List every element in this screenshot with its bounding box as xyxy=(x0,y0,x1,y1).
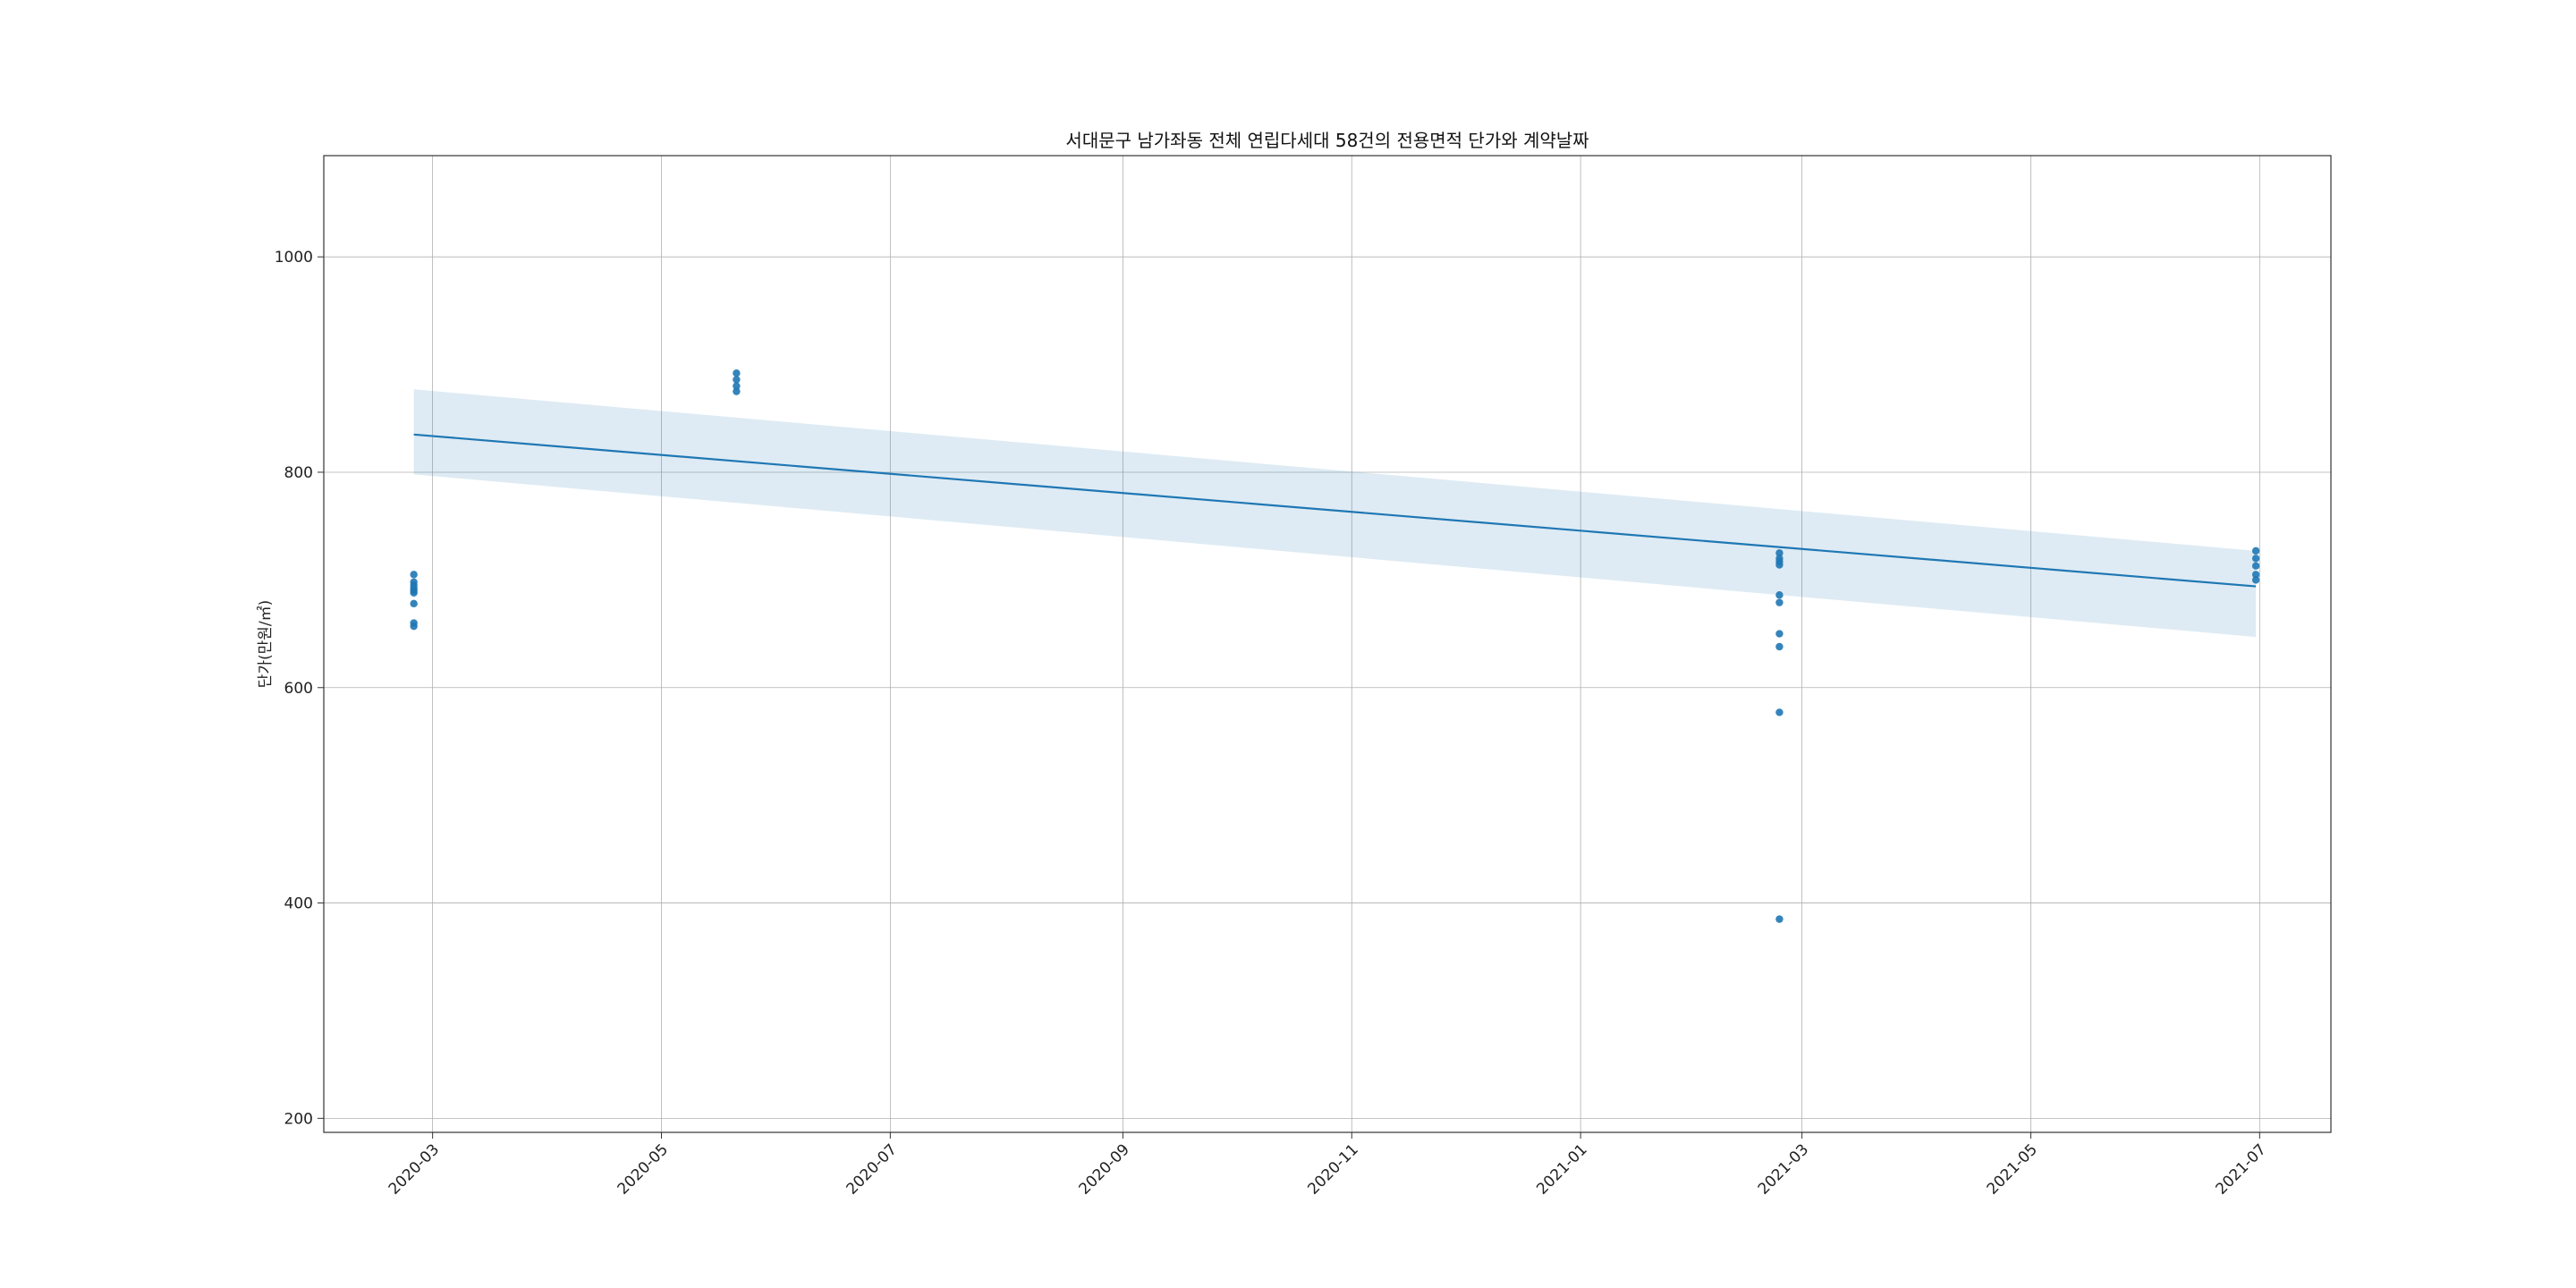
x-tick-label: 2021-05 xyxy=(1984,1140,2041,1198)
x-tick-label: 2020-07 xyxy=(843,1140,901,1198)
data-point xyxy=(733,387,741,395)
data-point xyxy=(410,589,418,597)
data-point xyxy=(2251,571,2260,579)
x-tick-label: 2021-03 xyxy=(1755,1140,1812,1198)
confidence-band xyxy=(413,389,2257,638)
y-tick-label: 800 xyxy=(284,464,313,482)
y-tick-label: 200 xyxy=(284,1110,313,1128)
chart-title: 서대문구 남가좌동 전체 연립다세대 58건의 전용면적 단가와 계약날짜 xyxy=(1065,130,1589,151)
x-tick-label: 2020-09 xyxy=(1076,1140,1133,1198)
data-point xyxy=(2251,555,2260,563)
data-point xyxy=(1775,549,1784,557)
y-tick-label: 1000 xyxy=(275,249,313,267)
data-point xyxy=(733,382,741,390)
data-point xyxy=(2251,576,2260,584)
data-point xyxy=(1775,642,1784,651)
plot-frame xyxy=(323,155,2332,1133)
data-point xyxy=(1775,591,1784,599)
x-tick-label: 2020-03 xyxy=(386,1140,443,1198)
regression-line-layer xyxy=(413,433,2257,588)
data-point xyxy=(1775,561,1784,569)
confidence-band-layer xyxy=(413,389,2257,638)
y-tick-label: 600 xyxy=(284,680,313,698)
data-point xyxy=(1775,708,1784,716)
y-tick-label: 400 xyxy=(284,895,313,913)
data-point xyxy=(2251,562,2260,570)
x-tick-label: 2020-11 xyxy=(1304,1140,1361,1198)
data-point xyxy=(410,571,418,579)
grid xyxy=(324,156,2331,1132)
data-points-layer xyxy=(410,369,2260,923)
data-point xyxy=(2251,547,2260,555)
x-tick-label: 2020-05 xyxy=(614,1140,672,1198)
x-tick-label: 2021-01 xyxy=(1533,1140,1590,1198)
y-axis-label: 단가(만원/㎡) xyxy=(257,600,275,689)
data-point xyxy=(733,369,741,377)
x-axis-ticks: 2020-03 2020-05 2020-07 2020-09 2020-11 2021-… xyxy=(386,1132,2270,1199)
data-point xyxy=(1775,630,1784,638)
data-point xyxy=(1775,915,1784,923)
data-point xyxy=(1775,598,1784,606)
data-point xyxy=(733,376,741,384)
x-tick-label: 2021-07 xyxy=(2212,1140,2269,1198)
regression-line xyxy=(413,433,2257,588)
data-point xyxy=(410,622,418,631)
data-point xyxy=(410,599,418,608)
y-axis-ticks: 200 400 600 800 1000 xyxy=(275,249,324,1128)
